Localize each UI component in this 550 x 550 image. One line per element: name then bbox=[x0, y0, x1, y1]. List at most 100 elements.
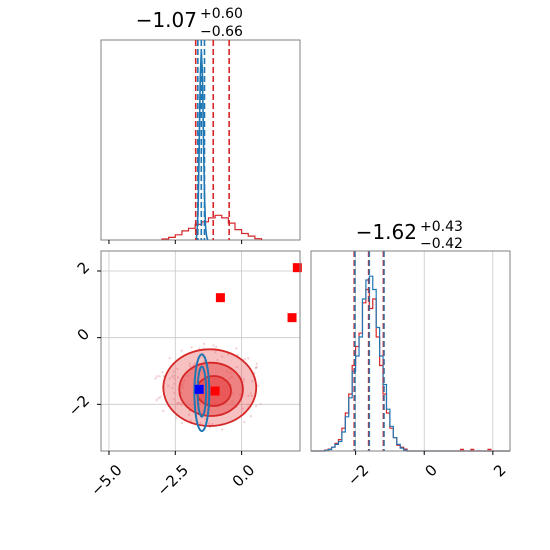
scatter-noise-point bbox=[247, 394, 250, 397]
scatter-noise-point bbox=[193, 362, 196, 365]
scatter-noise-point bbox=[175, 417, 178, 420]
scatter-noise-point bbox=[204, 418, 207, 421]
scatter-ytick-label-2: 2 bbox=[74, 258, 93, 277]
scatter-noise-point bbox=[173, 377, 176, 380]
scatter-noise-point bbox=[181, 422, 184, 425]
scatter-noise-point bbox=[180, 403, 183, 406]
histogram-param2-xtick-label-2: 2 bbox=[490, 461, 509, 480]
histogram-param2-panel: −2 0 2 −1.62 +0.43 −0.42 bbox=[310, 219, 511, 489]
scatter-noise-point bbox=[235, 405, 238, 408]
scatter-noise-point bbox=[251, 380, 254, 383]
scatter-noise-point bbox=[162, 409, 165, 412]
histogram-param2-title-plus: +0.43 bbox=[420, 219, 463, 235]
scatter-noise-point bbox=[241, 407, 244, 410]
scatter-noise-point bbox=[235, 366, 238, 369]
blue-contour-0 bbox=[193, 353, 211, 432]
scatter-noise-point bbox=[259, 403, 262, 406]
scatter-xtick-label-2: 0.0 bbox=[229, 461, 259, 491]
scatter-noise-point bbox=[180, 349, 183, 352]
scatter-noise-point bbox=[221, 428, 224, 431]
scatter-xtick-label-0: −5.0 bbox=[87, 461, 125, 499]
scatter-noise-point bbox=[155, 399, 158, 402]
scatter-noise-point bbox=[201, 355, 204, 358]
histogram-param2-xtick-label-0: −2 bbox=[344, 461, 372, 489]
scatter-noise-point bbox=[242, 378, 245, 381]
scatter-noise-point bbox=[161, 371, 164, 374]
scatter-noise-point bbox=[251, 395, 254, 398]
scatter-noise-point bbox=[157, 397, 160, 400]
histogram-param2-title-value: −1.62 bbox=[356, 220, 417, 244]
scatter-noise-point bbox=[236, 354, 239, 357]
scatter-ytick-label-1: 0 bbox=[74, 325, 93, 344]
scatter-noise-point bbox=[159, 396, 162, 399]
scatter-noise-point bbox=[255, 405, 258, 408]
scatter-noise-point bbox=[214, 351, 217, 354]
scatter-noise-point bbox=[235, 347, 238, 350]
scatter-noise-point bbox=[192, 364, 195, 367]
scatter-noise-point bbox=[257, 384, 260, 387]
scatter-noise-point bbox=[198, 347, 201, 350]
scatter-noise-point bbox=[253, 372, 256, 375]
scatter-noise-point bbox=[247, 357, 250, 360]
histogram-param2-xtick-label-1: 0 bbox=[421, 461, 440, 480]
scatter-noise-point bbox=[255, 366, 258, 369]
histogram-param1-red-series bbox=[161, 214, 263, 240]
scatter-noise-point bbox=[173, 391, 176, 394]
scatter-noise-point bbox=[172, 374, 175, 377]
scatter-red-marker-3 bbox=[210, 386, 220, 396]
scatter-noise-point bbox=[255, 365, 258, 368]
scatter-noise-point bbox=[247, 403, 250, 406]
scatter-noise-point bbox=[215, 345, 218, 348]
scatter-noise-point bbox=[177, 376, 180, 379]
histogram-param1-title-value: −1.07 bbox=[136, 8, 197, 32]
histogram-param2-title-minus: −0.42 bbox=[420, 236, 463, 252]
scatter-noise-point bbox=[176, 368, 179, 371]
scatter-noise-point bbox=[227, 353, 230, 356]
scatter-noise-point bbox=[202, 347, 205, 350]
histogram-param2-series-0 bbox=[311, 288, 510, 452]
scatter-noise-point bbox=[172, 370, 175, 373]
scatter-noise-point bbox=[255, 362, 258, 365]
scatter-noise-point bbox=[243, 421, 246, 424]
scatter-noise-point bbox=[203, 360, 206, 363]
scatter-blue-marker-0 bbox=[194, 384, 204, 394]
scatter-panel: −5.0 −2.5 0.0 −2 0 2 bbox=[65, 250, 302, 500]
histogram-param1-title-plus: +0.60 bbox=[200, 6, 243, 22]
scatter-noise-point bbox=[221, 355, 224, 358]
scatter-noise-point bbox=[240, 377, 243, 380]
scatter-noise-point bbox=[167, 384, 170, 387]
scatter-noise-point bbox=[172, 398, 175, 401]
scatter-noise-point bbox=[249, 392, 252, 395]
scatter-noise-point bbox=[168, 357, 171, 360]
scatter-noise-point bbox=[178, 402, 181, 405]
scatter-noise-point bbox=[155, 375, 158, 378]
scatter-noise-point bbox=[188, 413, 191, 416]
scatter-noise-point bbox=[190, 346, 193, 349]
scatter-frame bbox=[100, 250, 301, 452]
histogram-param2-series-1 bbox=[311, 275, 510, 452]
scatter-noise-point bbox=[171, 387, 174, 390]
scatter-noise-point bbox=[243, 358, 246, 361]
histogram-param1-panel: −1.07 +0.60 −0.66 bbox=[100, 6, 301, 244]
scatter-noise-point bbox=[154, 377, 157, 380]
scatter-noise-point bbox=[208, 426, 211, 429]
scatter-noise-point bbox=[249, 415, 252, 418]
scatter-red-marker-1 bbox=[215, 293, 225, 303]
scatter-noise-point bbox=[188, 409, 191, 412]
scatter-noise-point bbox=[168, 377, 171, 380]
scatter-noise-point bbox=[242, 380, 245, 383]
scatter-noise-point bbox=[158, 375, 161, 378]
scatter-ytick-label-0: −2 bbox=[65, 392, 93, 420]
scatter-noise-point bbox=[189, 365, 192, 368]
scatter-xtick-label-1: −2.5 bbox=[154, 461, 192, 499]
scatter-red-marker-0 bbox=[292, 263, 302, 273]
histogram-param2-frame bbox=[310, 250, 511, 452]
histogram-param1-title-minus: −0.66 bbox=[200, 24, 243, 40]
scatter-noise-point bbox=[199, 421, 202, 424]
scatter-noise-point bbox=[203, 342, 206, 345]
scatter-noise-point bbox=[216, 359, 219, 362]
scatter-noise-point bbox=[188, 362, 191, 365]
scatter-noise-point bbox=[189, 419, 192, 422]
scatter-noise-point bbox=[173, 382, 176, 385]
scatter-noise-point bbox=[208, 422, 211, 425]
